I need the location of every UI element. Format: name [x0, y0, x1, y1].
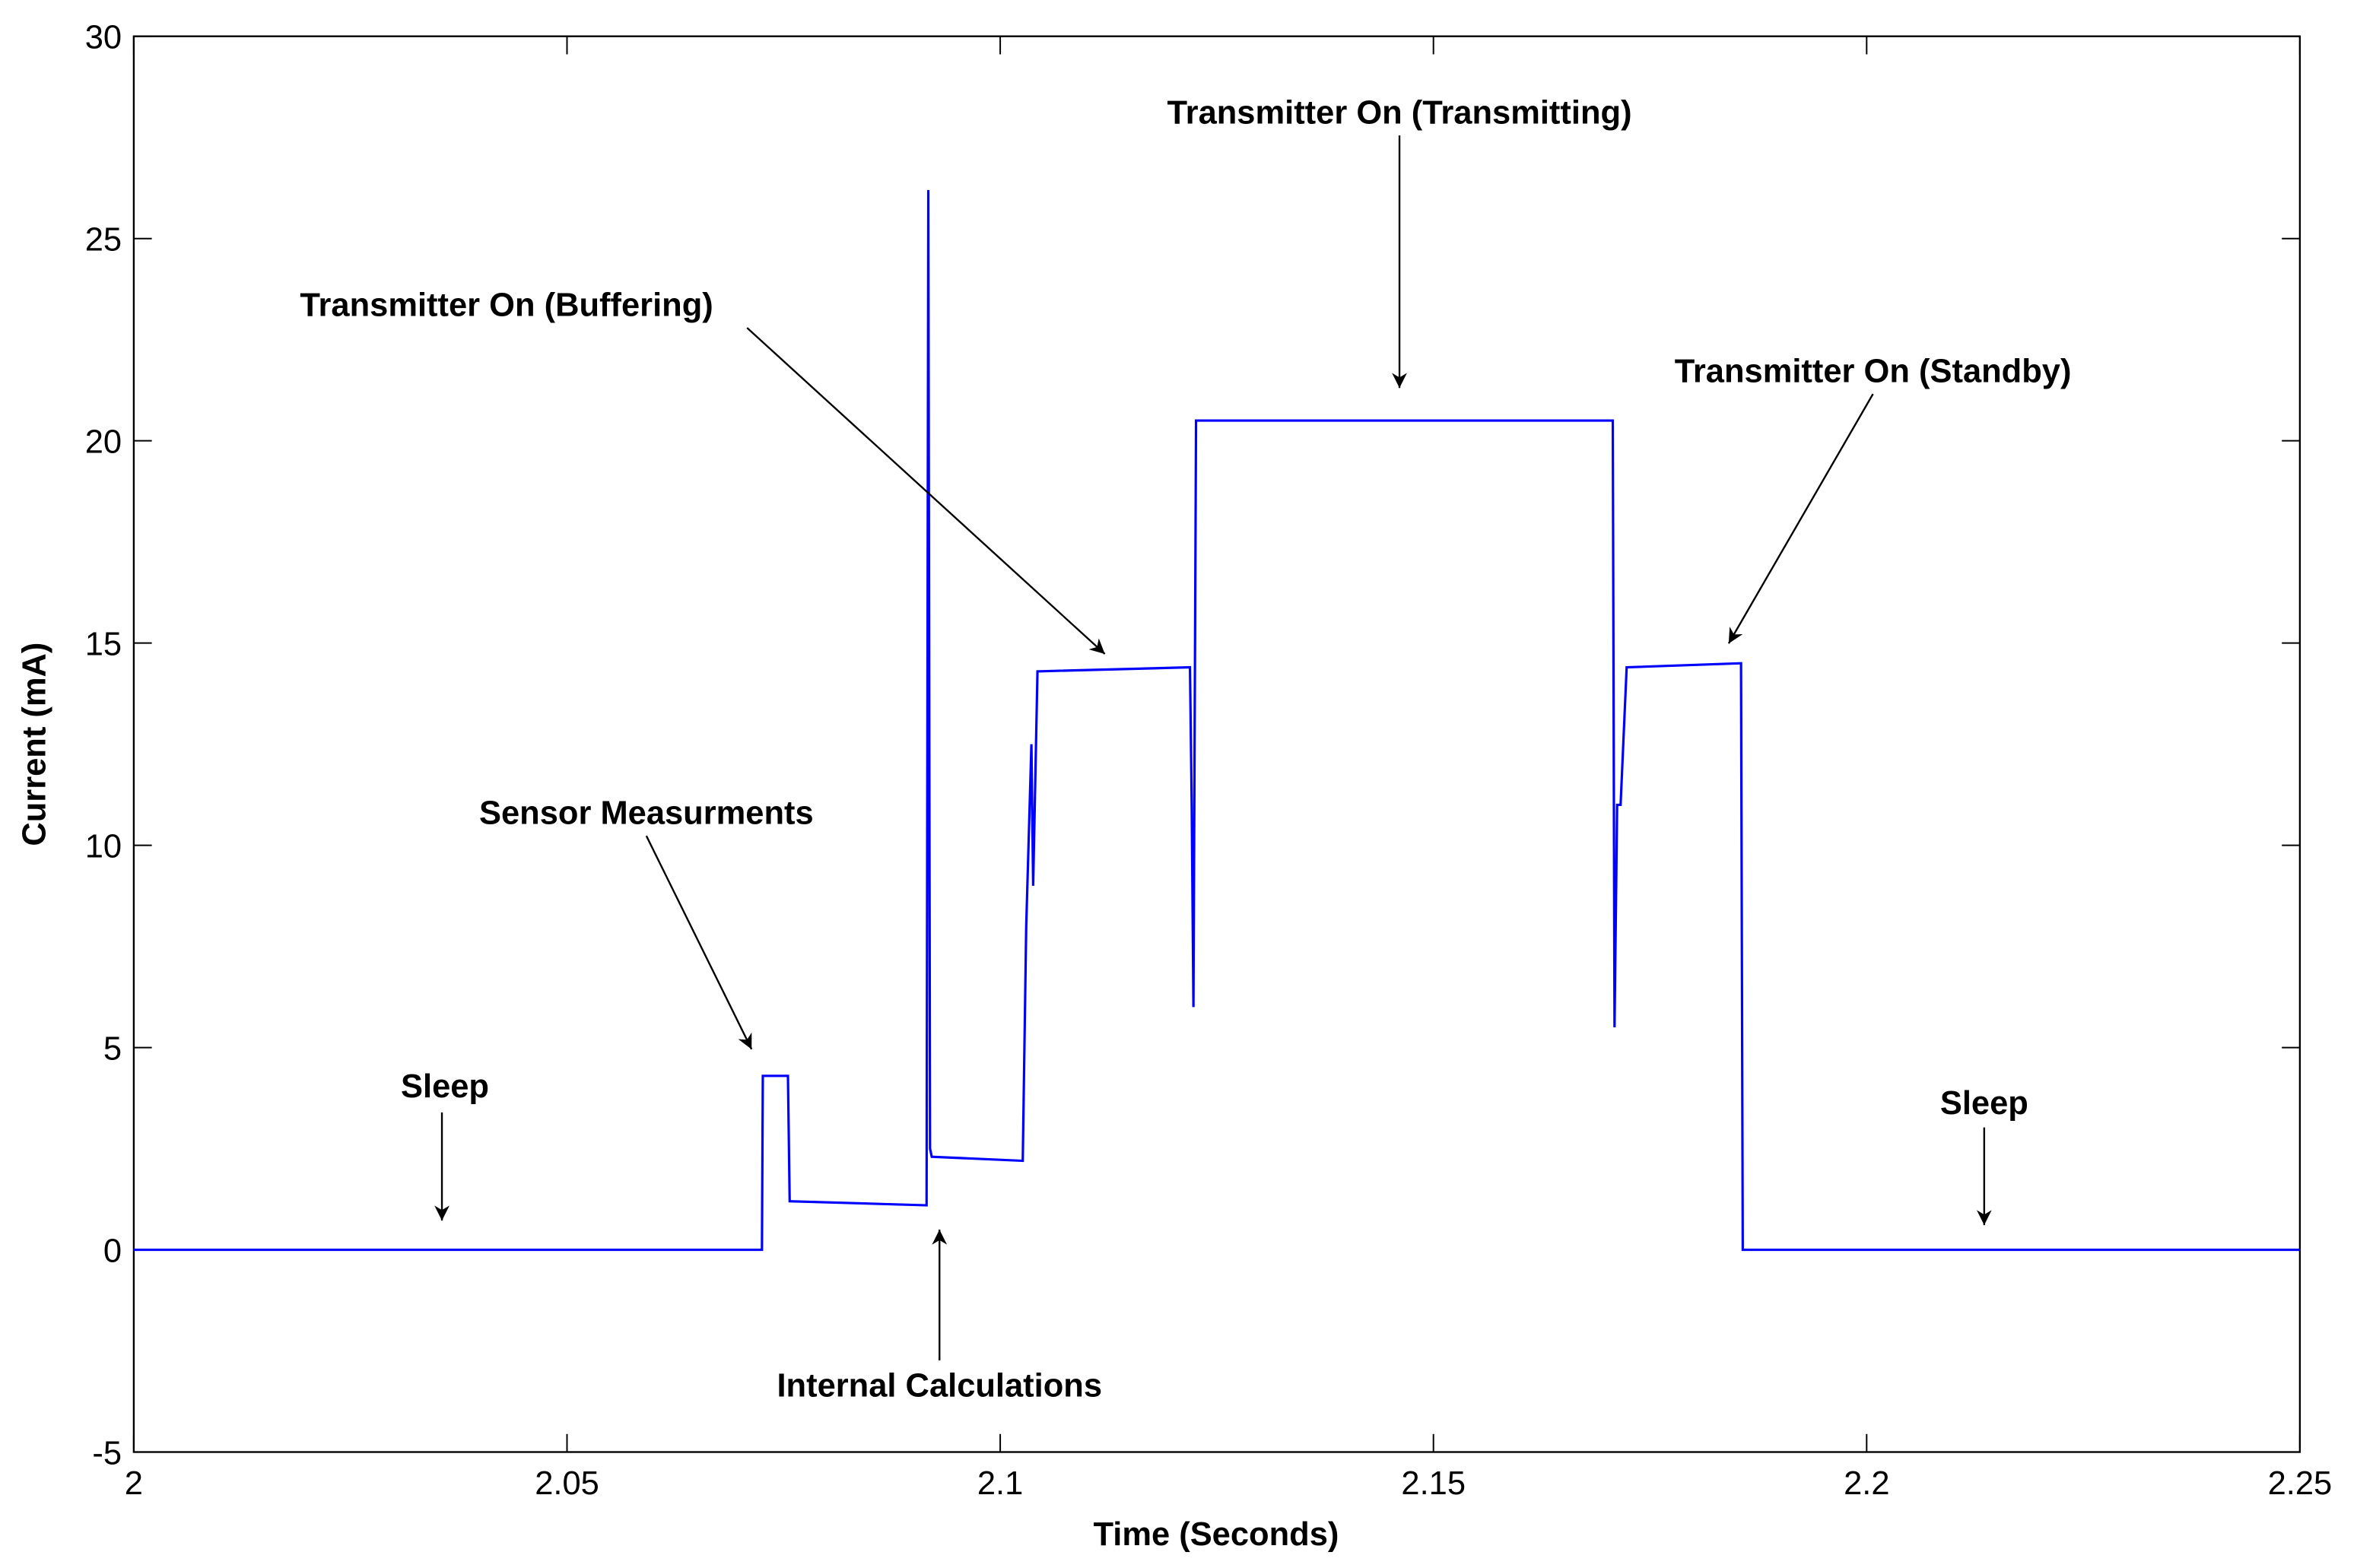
x-tick-label: 2.2	[1844, 1465, 1889, 1502]
annotation: Sleep	[1940, 1085, 2028, 1122]
y-tick-label: 10	[85, 828, 122, 865]
y-tick-label: 25	[85, 222, 122, 259]
y-axis-label: Current (mA)	[16, 643, 52, 846]
annotation: Transmitter On (Transmitting)	[1167, 94, 1632, 131]
annotation-arrow	[1727, 393, 1874, 644]
y-tick-label: 20	[85, 424, 122, 460]
y-tick-label: -5	[92, 1435, 122, 1471]
y-tick-label: 0	[103, 1233, 122, 1269]
x-tick-label: 2	[125, 1465, 143, 1502]
annotation: Internal Calculations	[777, 1367, 1102, 1404]
y-tick-label: 15	[85, 626, 122, 662]
annotation-arrow	[746, 327, 1106, 655]
plot-frame	[132, 35, 2301, 1453]
x-tick-label: 2.15	[1401, 1465, 1466, 1502]
annotation: Transmitter On (Buffering)	[300, 287, 713, 323]
y-tick-label: 30	[85, 20, 122, 56]
x-tick-label: 2.1	[977, 1465, 1023, 1502]
x-tick-label: 2.05	[535, 1465, 599, 1502]
x-axis-label: Time (Seconds)	[1093, 1516, 1339, 1553]
annotation: Sleep	[401, 1068, 489, 1105]
annotation-arrow	[645, 835, 753, 1050]
annotation: Transmitter On (Standby)	[1675, 353, 2072, 389]
y-tick-label: 5	[103, 1030, 122, 1067]
data-line	[133, 189, 2300, 1252]
annotation: Sensor Measurments	[479, 795, 814, 831]
x-tick-label: 2.25	[2268, 1465, 2333, 1502]
